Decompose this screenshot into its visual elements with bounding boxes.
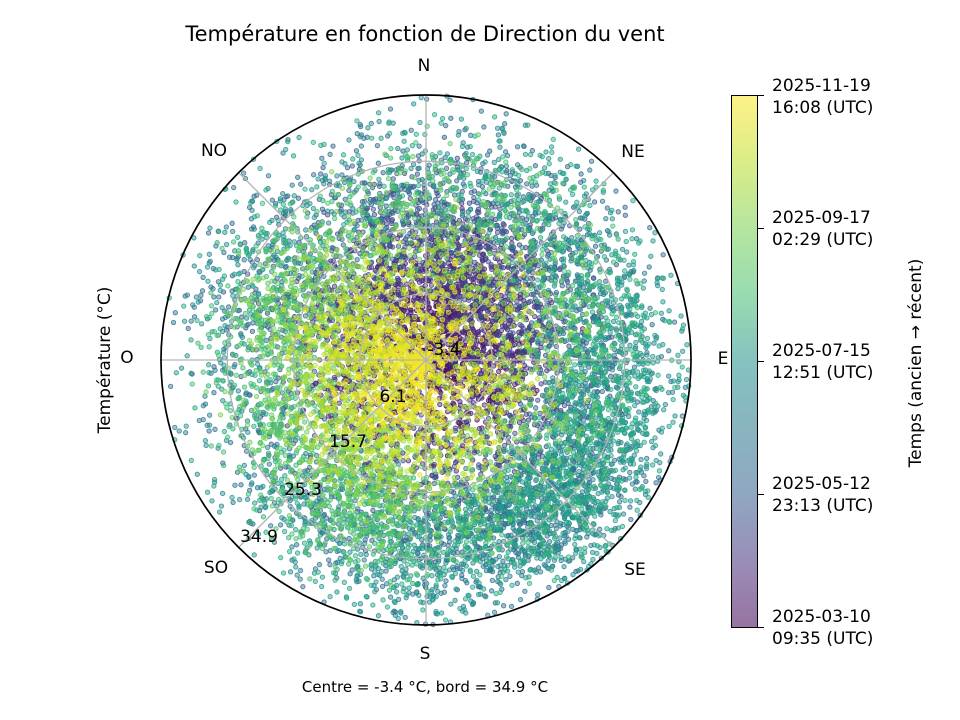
colorbar-tick-label: 2025-05-12 23:13 (UTC)	[772, 474, 874, 516]
colorbar-tick	[758, 95, 764, 97]
compass-label-n: N	[417, 56, 431, 76]
colorbar-tick	[758, 228, 764, 230]
compass-label-so: SO	[203, 558, 229, 578]
colorbar-tick-label: 2025-11-19 16:08 (UTC)	[772, 76, 874, 118]
colorbar-axis-label: Temps (ancien → récent)	[906, 258, 926, 468]
compass-label-o: O	[120, 348, 134, 368]
colorbar-tick-label: 2025-09-17 02:29 (UTC)	[772, 208, 874, 250]
page-title: Température en fonction de Direction du …	[185, 22, 665, 46]
colorbar	[731, 95, 758, 628]
colorbar-tick	[758, 361, 764, 363]
chart-caption: Centre = -3.4 °C, bord = 34.9 °C	[301, 678, 549, 696]
y-axis-label: Température (°C)	[95, 286, 115, 434]
compass-label-e: E	[717, 349, 729, 369]
radial-tick-label: -3.4	[427, 340, 461, 360]
colorbar-tick-label: 2025-07-15 12:51 (UTC)	[772, 341, 874, 383]
compass-label-no: NO	[200, 141, 228, 161]
colorbar-tick	[758, 627, 764, 629]
colorbar-tick	[758, 494, 764, 496]
compass-label-s: S	[419, 644, 431, 664]
radial-tick-label: 34.9	[240, 527, 278, 547]
compass-label-se: SE	[624, 560, 646, 580]
compass-label-ne: NE	[621, 142, 645, 162]
radial-tick-label: 25.3	[284, 480, 322, 500]
colorbar-tick-label: 2025-03-10 09:35 (UTC)	[772, 607, 874, 649]
radial-tick-label: 6.1	[379, 387, 407, 407]
radial-tick-label: 15.7	[329, 432, 367, 452]
